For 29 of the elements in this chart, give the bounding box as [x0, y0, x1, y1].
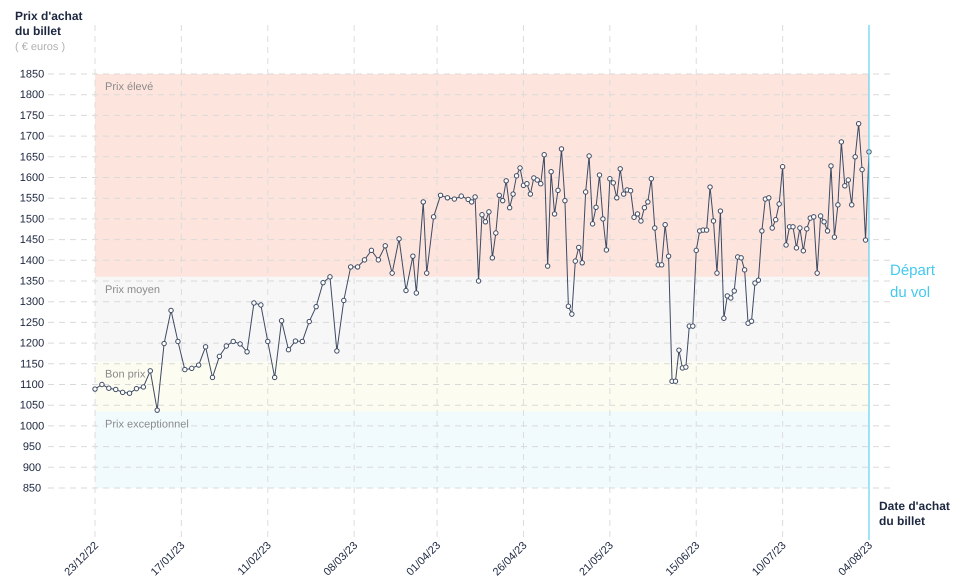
y-tick-label: 1400 [20, 254, 44, 267]
y-tick-label: 1050 [20, 400, 44, 412]
y-tick-label: 1500 [20, 213, 44, 226]
band-label: Bon prix [105, 368, 146, 381]
y-tick-label: 1150 [20, 358, 44, 370]
y-tick-label: 1200 [20, 338, 44, 350]
y-tick-label: 950 [22, 441, 42, 454]
y-tick-label: 1450 [20, 234, 44, 246]
band-label: Prix moyen [105, 284, 160, 296]
y-tick-label: 1650 [20, 151, 44, 164]
y-tick-label: 1700 [20, 130, 44, 143]
y-tick-label: 1600 [20, 172, 44, 184]
y-tick-label: 1550 [20, 192, 44, 205]
y-tick-label: 1850 [20, 68, 44, 81]
y-axis-title: Prix d'achat du billet [15, 9, 83, 38]
text: ( € euros ) [15, 41, 66, 53]
y-tick-label: 900 [22, 462, 42, 474]
y-tick-label: 1100 [20, 379, 44, 392]
y-tick-label: 1750 [20, 110, 44, 122]
band-label: Prix exceptionnel [105, 418, 189, 430]
y-tick-label: 850 [22, 482, 42, 495]
ref-line-label: Départ du vol [890, 262, 936, 301]
y-tick-label: 1000 [20, 420, 44, 432]
y-tick-label: 1350 [20, 276, 44, 288]
y-tick-label: 1250 [20, 316, 44, 329]
x-axis-title: Date d'achat du billet [879, 499, 950, 528]
band-label: Prix élevé [105, 81, 154, 93]
y-tick-label: 1300 [20, 296, 44, 308]
y-tick-label: 1800 [20, 89, 44, 102]
